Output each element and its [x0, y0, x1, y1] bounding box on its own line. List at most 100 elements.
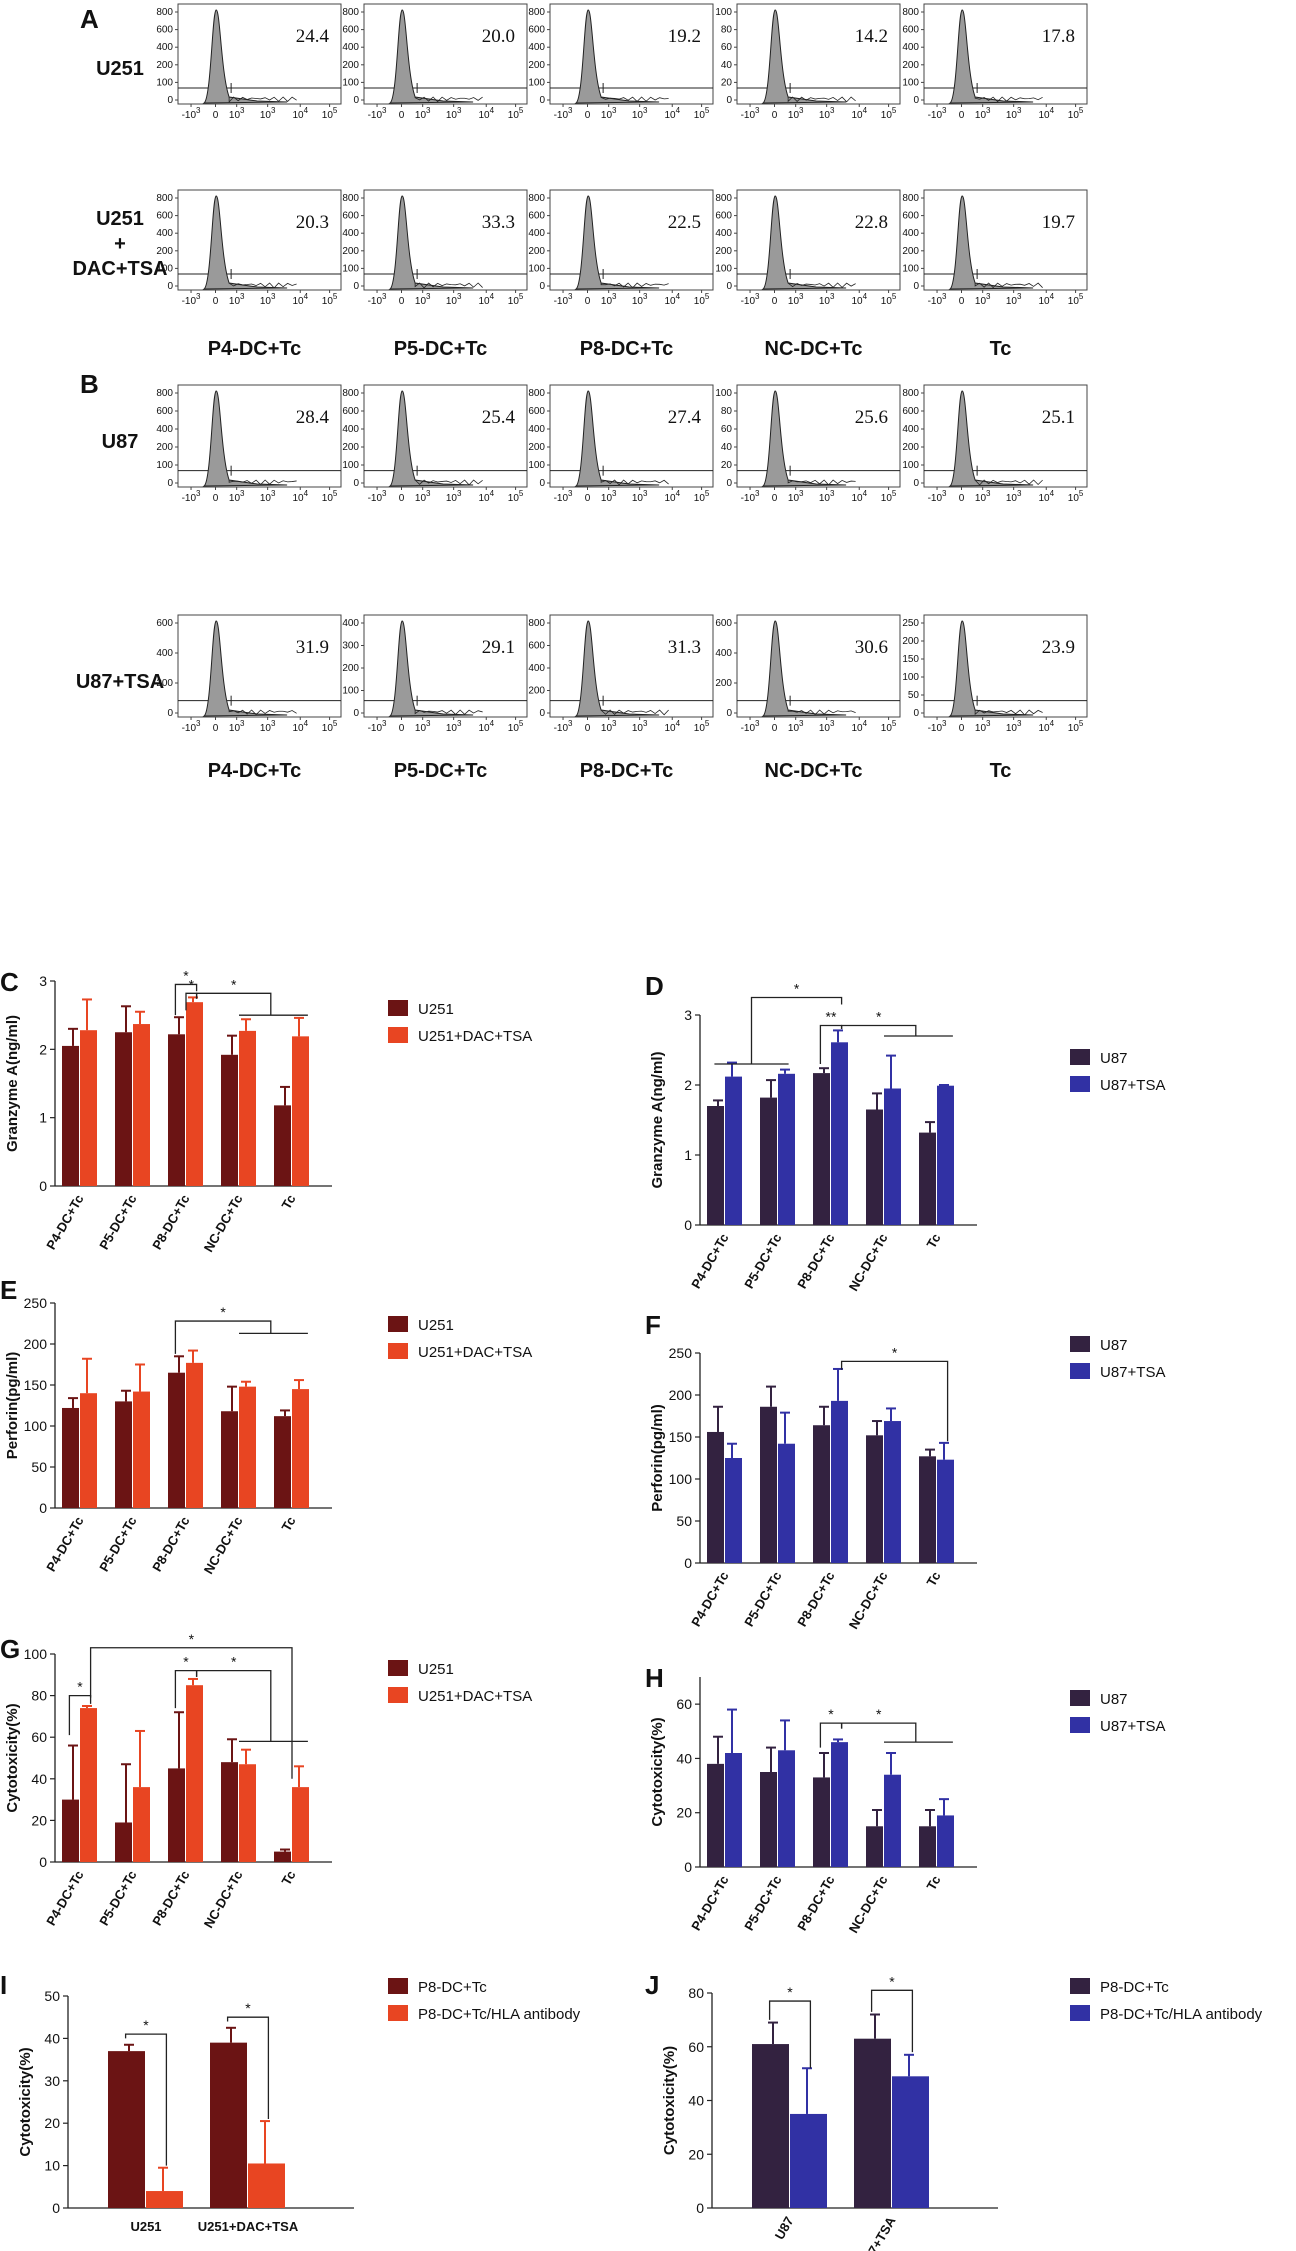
legend-label: U251	[418, 1001, 454, 1018]
y-tick-label: 400	[342, 618, 359, 629]
x-tick-label: 103	[819, 292, 835, 307]
chart-G: G 0 20 40 60 80 100 Cytotoxicity(%) P4-DC+Tc P5-D…	[0, 1631, 532, 1931]
category-label: P8-DC+Tc	[794, 1873, 837, 1933]
bar-U87-TSA-1	[778, 1073, 795, 1225]
y-tick-label: 200	[156, 678, 173, 689]
y-tick-label: 0	[913, 708, 919, 719]
x-tick-exponent: 3	[426, 489, 431, 498]
y-tick-label: 250	[669, 1345, 693, 1361]
x-tick-label: 103	[446, 106, 462, 121]
x-tick-label: 103	[632, 719, 648, 734]
y-tick-label: 0	[167, 478, 173, 489]
legend-swatch	[388, 1316, 408, 1332]
bar-P8-DC-Tc-0	[108, 2051, 145, 2208]
y-tick-label: 200	[342, 663, 359, 674]
category-label: NC-DC+Tc	[846, 1569, 891, 1632]
y-tick-label: 100	[156, 77, 173, 88]
significance-marker: *	[870, 1973, 914, 2053]
x-tick-label: 0	[772, 493, 778, 504]
y-tick-label: 800	[342, 7, 359, 18]
x-tick-exponent: 4	[1050, 106, 1055, 115]
x-tick-exponent: 3	[799, 292, 804, 301]
significance-marker: *	[124, 2017, 168, 2166]
legend-label: U251+DAC+TSA	[418, 1344, 532, 1361]
column-label: Tc	[990, 338, 1012, 360]
bar-U87-TSA-2	[831, 1400, 848, 1563]
bar-U87-0	[707, 1763, 724, 1867]
x-tick-exponent: 5	[333, 106, 338, 115]
x-tick-label: 104	[664, 106, 680, 121]
significance-star: *	[892, 1344, 898, 1360]
x-tick-exponent: 4	[304, 292, 309, 301]
x-tick-label: -103	[741, 489, 760, 504]
category-label: Tc	[278, 1868, 298, 1888]
x-tick-exponent: 3	[942, 292, 947, 301]
y-tick-label: 0	[726, 708, 732, 719]
chart-J: J 0 20 40 60 80 Cytotoxicity(%) U87 U87+TSA * * P8-…	[645, 1970, 1263, 2251]
bar-U251-4	[274, 1851, 291, 1862]
histogram-peak	[574, 620, 660, 717]
x-tick-exponent: 5	[1079, 719, 1084, 728]
y-tick-label: 0	[726, 95, 732, 106]
legend-swatch	[388, 1687, 408, 1703]
histogram-peak	[202, 390, 288, 487]
y-tick-label: 100	[342, 460, 359, 471]
bracket-line	[768, 2000, 812, 2069]
histogram-U251-0: 0 100 200 400 600 800 -103 0 103 103 104 105 24.4	[156, 3, 342, 121]
y-tick-label: 3	[39, 973, 47, 989]
y-tick-label: 800	[156, 388, 173, 399]
histogram-tail	[228, 282, 297, 289]
bar-U251-DAC-TSA-4	[292, 1787, 309, 1862]
bar-U87-2	[813, 1425, 830, 1563]
histogram-peak	[202, 9, 288, 104]
x-tick-exponent: 5	[519, 719, 524, 728]
x-tick-label: 0	[213, 723, 219, 734]
significance-marker: *	[840, 1344, 949, 1442]
x-tick-label: 104	[292, 489, 308, 504]
x-tick-exponent: 4	[1050, 292, 1055, 301]
bar-U87-TSA-1	[778, 1443, 795, 1563]
y-tick-label: 20	[676, 1805, 692, 1821]
category-label: P5-DC+Tc	[96, 1868, 139, 1928]
x-tick-exponent: 3	[1017, 292, 1022, 301]
histogram-tail	[974, 96, 1043, 103]
x-tick-label: 105	[508, 719, 524, 734]
percentage-value: 19.2	[668, 26, 701, 47]
significance-marker: *	[714, 981, 843, 1065]
y-tick-label: 100	[715, 388, 732, 399]
x-tick-exponent: 4	[676, 719, 681, 728]
y-tick-label: 200	[24, 1336, 48, 1352]
x-tick-label: -103	[928, 489, 947, 504]
y-tick-label: 50	[31, 1459, 47, 1475]
x-tick-label: -103	[368, 292, 387, 307]
x-tick-label: 104	[851, 719, 867, 734]
histogram-tail	[974, 709, 1043, 716]
percentage-value: 22.5	[668, 212, 701, 233]
y-tick-label: 40	[721, 60, 733, 71]
x-tick-label: 103	[601, 489, 617, 504]
x-tick-label: 105	[694, 292, 710, 307]
x-tick-exponent: 3	[196, 292, 201, 301]
column-label: P8-DC+Tc	[580, 338, 674, 360]
percentage-value: 27.4	[668, 407, 702, 428]
y-tick-label: 250	[24, 1295, 48, 1311]
x-tick-exponent: 3	[643, 489, 648, 498]
y-tick-label: 0	[353, 95, 359, 106]
bar-U87-TSA-0	[725, 1076, 742, 1225]
bracket-line	[750, 996, 843, 1064]
y-tick-label: 200	[715, 678, 732, 689]
y-tick-label: 60	[688, 2039, 704, 2055]
bar-U87-TSA-3	[884, 1774, 901, 1867]
x-tick-label: 0	[585, 723, 591, 734]
y-tick-label: 0	[167, 708, 173, 719]
y-tick-label: 600	[156, 618, 173, 629]
y-tick-label: 600	[156, 25, 173, 36]
x-tick-label: 103	[819, 489, 835, 504]
y-tick-label: 40	[721, 442, 733, 453]
y-tick-label: 200	[902, 246, 919, 257]
histogram-peak	[948, 9, 1034, 104]
x-tick-exponent: 4	[863, 719, 868, 728]
histogram-frame	[549, 189, 714, 291]
row-label: U251	[96, 208, 144, 230]
